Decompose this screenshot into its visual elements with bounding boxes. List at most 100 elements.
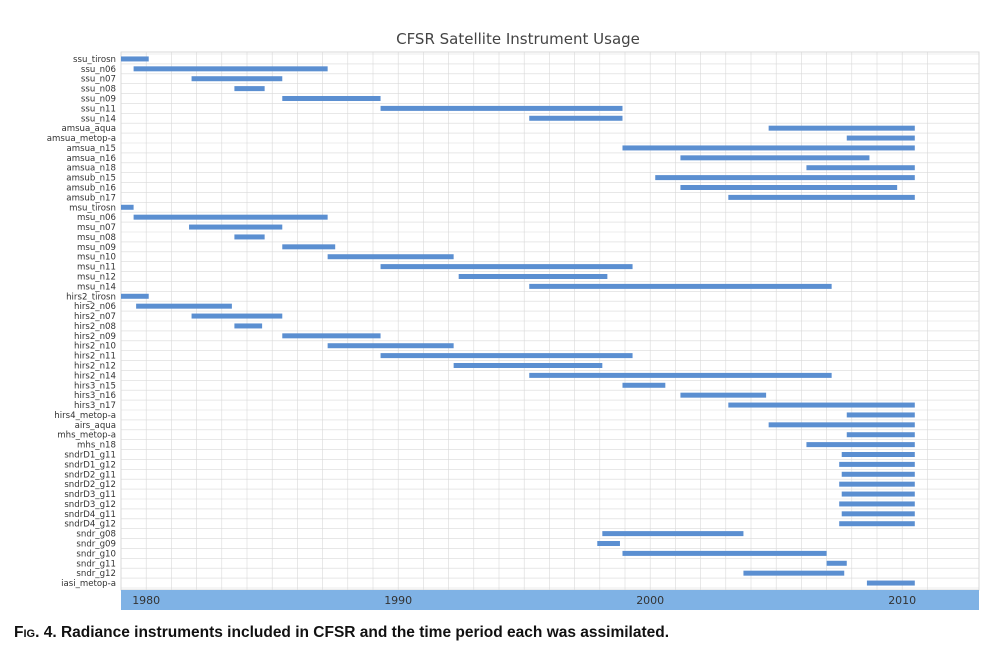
instrument-label: msu_n10 (77, 253, 116, 263)
timeline-bar-sndrD4_g11 (841, 511, 915, 517)
instrument-label: hirs3_n16 (74, 391, 116, 401)
instrument-label: hirs3_n17 (74, 401, 116, 411)
instrument-label: sndrD4_g11 (64, 510, 116, 520)
timeline-bar-hirs2_n10 (327, 343, 454, 349)
instrument-label: sndrD4_g12 (64, 520, 116, 530)
timeline-bar-sndrD4_g12 (839, 521, 915, 527)
timeline-bar-sndrD3_g11 (841, 491, 915, 497)
timeline-bar-airs_aqua (768, 422, 915, 428)
instrument-label: hirs2_n06 (74, 302, 116, 312)
timeline-bar-hirs4_metop-a (846, 412, 915, 418)
instrument-label: mhs_n18 (77, 441, 116, 451)
instrument-label: ssu_n11 (81, 104, 116, 114)
instrument-labels: ssu_tirosnssu_n06ssu_n07ssu_n08ssu_n09ss… (47, 55, 116, 589)
instrument-label: msu_n11 (77, 263, 116, 273)
timeline-bar-mhs_n18 (806, 442, 915, 448)
timeline-bar-msu_n09 (282, 244, 336, 250)
instrument-label: msu_tirosn (69, 203, 116, 213)
x-tick-label: 1980 (132, 594, 160, 607)
instrument-label: iasi_metop-a (61, 579, 116, 589)
instrument-label: hirs2_n09 (74, 332, 116, 342)
instrument-label: sndrD3_g11 (64, 490, 116, 500)
timeline-bar-amsua_n15 (622, 145, 915, 151)
figure-caption: Fig. 4. Radiance instruments included in… (14, 624, 669, 642)
instrument-label: hirs2_n11 (74, 352, 116, 362)
timeline-bar-msu_n11 (380, 264, 633, 270)
caption-text: Radiance instruments included in CFSR an… (60, 624, 670, 641)
timeline-bar-amsua_n18 (806, 165, 915, 171)
timeline-bar-ssu_n11 (380, 105, 623, 111)
instrument-label: sndr_g10 (76, 549, 116, 559)
timeline-bar-hirs2_n11 (380, 353, 633, 359)
timeline-bar-sndr_g10 (622, 550, 827, 556)
timeline-bar-msu_n12 (458, 274, 608, 279)
timeline-bar-hirs2_tirosn (121, 293, 149, 299)
instrument-label: ssu_n06 (81, 65, 116, 75)
instrument-label: ssu_tirosn (73, 55, 116, 65)
instrument-label: amsub_n16 (66, 184, 116, 194)
x-tick-label: 2000 (636, 594, 664, 607)
timeline-bar-amsua_n16 (680, 155, 870, 161)
instrument-label: ssu_n08 (81, 85, 116, 95)
x-axis-band (121, 590, 979, 610)
timeline-bar-amsub_n16 (680, 185, 898, 190)
instrument-label: sndr_g12 (76, 569, 116, 579)
timeline-bar-sndr_g11 (826, 560, 847, 566)
x-axis-ticks: 1980 1990 2000 2010 (132, 594, 916, 607)
figure-label: Fig. 4. (14, 624, 57, 641)
timeline-bar-msu_tirosn (121, 204, 134, 210)
timeline-bar-sndrD2_g11 (841, 471, 915, 477)
instrument-label: amsua_metop-a (47, 134, 116, 144)
instrument-label: hirs3_n15 (74, 381, 116, 391)
instrument-label: amsub_n15 (66, 174, 116, 184)
timeline-bar-sndr_g09 (597, 541, 620, 546)
instrument-label: msu_n07 (77, 223, 116, 233)
instrument-label: msu_n14 (77, 282, 116, 292)
instrument-label: sndr_g08 (76, 530, 116, 540)
instrument-label: msu_n08 (77, 233, 116, 243)
instrument-label: ssu_n09 (81, 95, 116, 105)
instrument-label: sndrD1_g11 (64, 451, 116, 461)
timeline-bar-sndr_g08 (602, 531, 744, 537)
timeline-bar-amsub_n15 (655, 175, 915, 181)
timeline-bar-ssu_n14 (529, 115, 623, 121)
timeline-bar-ssu_tirosn (121, 56, 149, 62)
timeline-bar-hirs2_n14 (529, 372, 832, 378)
timeline-bar-msu_n06 (133, 214, 328, 220)
timeline-bar-mhs_metop-a (846, 432, 915, 438)
timeline-bar-hirs2_n12 (453, 363, 603, 368)
instrument-label: ssu_n07 (81, 75, 116, 85)
timeline-bar-msu_n08 (234, 234, 265, 240)
instrument-label: msu_n06 (77, 213, 116, 223)
x-tick-label: 1990 (384, 594, 412, 607)
instrument-label: sndr_g09 (76, 540, 116, 550)
timeline-bar-msu_n07 (189, 224, 283, 230)
instrument-label: hirs2_n07 (74, 312, 116, 322)
timeline-bar-msu_n10 (327, 254, 454, 260)
timeline-bar-ssu_n09 (282, 96, 381, 101)
instrument-label: ssu_n14 (81, 114, 116, 124)
timeline-bar-hirs2_n09 (282, 333, 381, 339)
instrument-label: hirs2_n10 (74, 342, 116, 352)
instrument-label: msu_n09 (77, 243, 116, 253)
timeline-bar-sndrD1_g11 (841, 452, 915, 457)
bars-group (121, 56, 915, 586)
instrument-label: sndrD2_g11 (64, 470, 116, 480)
instrument-label: amsua_n16 (66, 154, 116, 164)
instrument-label: mhs_metop-a (57, 431, 116, 441)
timeline-bar-sndr_g12 (743, 570, 845, 576)
x-tick-label: 2010 (888, 594, 916, 607)
timeline-bar-ssu_n08 (234, 86, 265, 92)
instrument-label: hirs2_n08 (74, 322, 116, 332)
timeline-bar-hirs3_n15 (622, 382, 666, 388)
timeline-bar-sndrD2_g12 (839, 481, 915, 487)
instrument-label: amsua_n15 (66, 144, 116, 154)
timeline-bar-iasi_metop-a (866, 580, 915, 586)
instrument-label: hirs2_n12 (74, 362, 116, 372)
instrument-label: msu_n12 (77, 273, 116, 283)
instrument-label: sndrD1_g12 (64, 460, 116, 470)
timeline-bar-sndrD1_g12 (839, 461, 915, 467)
instrument-label: amsua_n18 (66, 164, 116, 174)
instrument-label: hirs4_metop-a (54, 411, 116, 421)
instrument-label: sndrD2_g12 (64, 480, 116, 490)
